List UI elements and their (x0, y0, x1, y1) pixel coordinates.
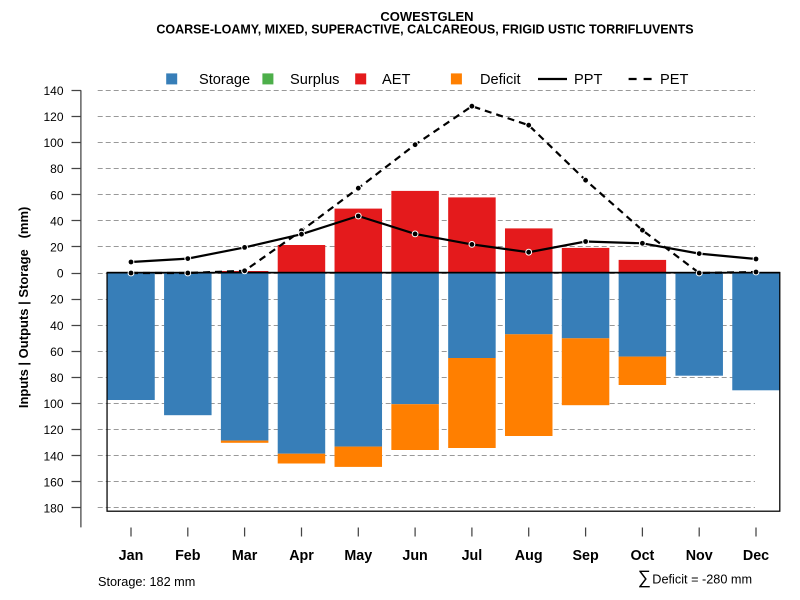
svg-text:Jan: Jan (119, 548, 144, 564)
svg-text:COWESTGLEN: COWESTGLEN (380, 9, 473, 24)
svg-text:AET: AET (382, 72, 410, 88)
svg-text:60: 60 (50, 345, 64, 359)
svg-text:May: May (344, 548, 372, 564)
svg-text:Oct: Oct (630, 548, 654, 564)
svg-text:PPT: PPT (574, 72, 602, 88)
svg-text:100: 100 (43, 397, 63, 411)
svg-text:Storage: Storage (199, 72, 250, 88)
svg-text:Mar: Mar (232, 548, 258, 564)
svg-text:Jun: Jun (402, 548, 427, 564)
svg-text:Sep: Sep (572, 548, 598, 564)
svg-text:Deficit: Deficit (480, 72, 521, 88)
svg-text:160: 160 (43, 475, 63, 489)
svg-text:Inputs | Outputs | Storage (: Inputs | Outputs | Storage (mm) (16, 207, 31, 409)
svg-text:COARSE-LOAMY, MIXED, SUPERACTI: COARSE-LOAMY, MIXED, SUPERACTIVE, CALCAR… (156, 23, 693, 37)
svg-text:120: 120 (43, 423, 63, 437)
svg-text:Apr: Apr (289, 548, 314, 564)
svg-text:60: 60 (50, 188, 64, 202)
svg-text:140: 140 (43, 84, 63, 98)
svg-text:20: 20 (50, 293, 64, 307)
svg-text:Dec: Dec (743, 548, 769, 564)
svg-text:40: 40 (50, 319, 64, 333)
svg-text:120: 120 (43, 110, 63, 124)
svg-text:Feb: Feb (175, 548, 201, 564)
svg-text:80: 80 (50, 162, 64, 176)
svg-text:20: 20 (50, 241, 64, 255)
svg-text:Aug: Aug (515, 548, 543, 564)
svg-text:180: 180 (43, 502, 63, 516)
svg-text:Jul: Jul (462, 548, 483, 564)
svg-text:80: 80 (50, 371, 64, 385)
svg-text:100: 100 (43, 136, 63, 150)
svg-text:Storage: 182 mm: Storage: 182 mm (98, 575, 195, 589)
svg-text:Surplus: Surplus (290, 72, 339, 88)
svg-text:140: 140 (43, 449, 63, 463)
svg-text:40: 40 (50, 214, 64, 228)
svg-text:0: 0 (57, 267, 64, 281)
svg-text:Nov: Nov (686, 548, 713, 564)
svg-text:∑Deficit = -280 mm: ∑Deficit = -280 mm (638, 567, 752, 588)
svg-text:PET: PET (660, 72, 688, 88)
